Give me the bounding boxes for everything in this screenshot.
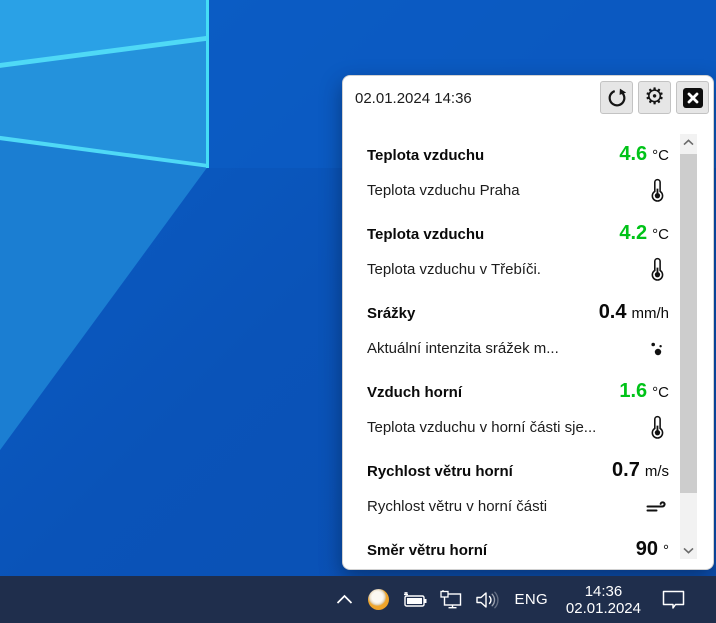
sensor-row[interactable]: Srážky 0.4 mm/h Aktuální intenzita sráže… <box>367 294 669 373</box>
sensor-subtitle: Teplota vzduchu v Třebíči. <box>367 260 541 278</box>
sensor-row[interactable]: Teplota vzduchu 4.6 °C Teplota vzduchu P… <box>367 136 669 215</box>
thermometer-icon <box>645 415 669 439</box>
wind-icon <box>645 494 669 518</box>
gear-icon: ⚙ <box>644 84 665 110</box>
sensor-value: 90 ° <box>635 538 669 560</box>
tray-app-icon[interactable] <box>367 580 389 620</box>
settings-button[interactable]: ⚙ <box>638 81 671 114</box>
weather-app-tray-icon <box>367 589 389 610</box>
wallpaper-light-line <box>206 0 209 168</box>
scrollbar-up-button[interactable] <box>680 134 697 151</box>
weather-widget-panel: 02.01.2024 14:36 ⚙ Teplota vzduchu 4.6 <box>342 75 714 570</box>
raindrops-icon <box>645 336 669 360</box>
sensor-value: 4.6 °C <box>619 143 669 165</box>
scrollbar-thumb[interactable] <box>680 154 697 493</box>
chevron-up-icon <box>336 594 353 604</box>
close-icon <box>682 87 704 109</box>
battery-tray-button[interactable] <box>400 580 428 620</box>
battery-charging-icon <box>403 591 427 607</box>
network-icon <box>439 589 461 608</box>
sensor-row[interactable]: Teplota vzduchu 4.2 °C Teplota vzduchu v… <box>367 215 669 294</box>
sensor-row[interactable]: Směr větru horní 90 ° <box>367 531 669 610</box>
sensor-subtitle: Teplota vzduchu Praha <box>367 181 520 199</box>
language-indicator[interactable]: ENG <box>514 591 548 608</box>
sensor-row[interactable]: Vzduch horní 1.6 °C Teplota vzduchu v ho… <box>367 373 669 452</box>
scrollbar[interactable] <box>680 134 697 559</box>
wallpaper-beam <box>0 136 208 451</box>
chevron-down-icon <box>683 547 694 554</box>
sensor-subtitle: Teplota vzduchu v horní části sje... <box>367 418 597 436</box>
refresh-button[interactable] <box>600 81 633 114</box>
show-hidden-icons-button[interactable] <box>333 580 357 620</box>
action-center-button[interactable] <box>661 580 686 620</box>
taskbar: ENG 14:36 02.01.2024 <box>0 576 716 623</box>
sensor-title: Teplota vzduchu <box>367 226 485 243</box>
panel-datetime: 02.01.2024 14:36 <box>355 90 472 107</box>
sensor-value: 4.2 °C <box>619 222 669 244</box>
sensor-value: 0.7 m/s <box>612 459 669 481</box>
network-tray-button[interactable] <box>439 580 463 620</box>
sensor-list: Teplota vzduchu 4.6 °C Teplota vzduchu P… <box>367 136 669 610</box>
close-button[interactable] <box>676 81 709 114</box>
sensor-title: Teplota vzduchu <box>367 147 485 164</box>
sensor-subtitle: Rychlost větru v horní části <box>367 497 548 515</box>
sensor-row[interactable]: Rychlost větru horní 0.7 m/s Rychlost vě… <box>367 452 669 531</box>
taskbar-date: 02.01.2024 <box>565 599 641 617</box>
thermometer-icon <box>645 178 669 202</box>
sensor-value: 0.4 mm/h <box>598 301 669 323</box>
notification-icon <box>662 590 685 609</box>
scrollbar-down-button[interactable] <box>680 542 697 559</box>
sensor-title: Rychlost větru horní <box>367 463 513 480</box>
sensor-value: 1.6 °C <box>619 380 669 402</box>
sensor-title: Vzduch horní <box>367 384 462 401</box>
refresh-icon <box>606 87 628 109</box>
sensor-subtitle: Aktuální intenzita srážek m... <box>367 339 559 357</box>
speaker-icon <box>475 591 499 608</box>
thermometer-icon <box>645 257 669 281</box>
taskbar-clock[interactable]: 14:36 02.01.2024 <box>566 580 641 620</box>
chevron-up-icon <box>683 139 694 146</box>
taskbar-time: 14:36 <box>584 582 623 600</box>
scrollbar-track[interactable] <box>680 151 697 542</box>
sensor-title: Směr větru horní <box>367 542 488 559</box>
volume-tray-button[interactable] <box>474 580 500 620</box>
sensor-title: Srážky <box>367 305 416 322</box>
